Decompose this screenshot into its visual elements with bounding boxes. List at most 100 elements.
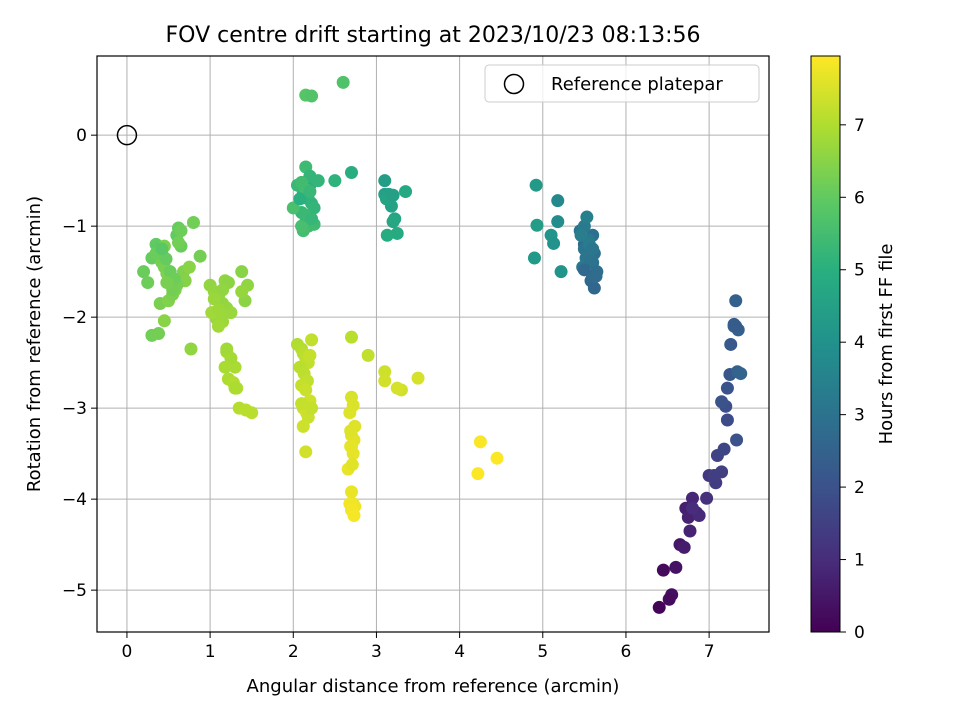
data-point [305,333,319,347]
legend-marker-icon [503,73,525,95]
data-point [529,178,543,192]
data-point [193,249,207,263]
data-point [386,188,400,202]
data-point [386,215,400,229]
data-point [295,175,309,189]
x-tick-label: 4 [454,642,465,662]
data-point [172,236,186,250]
data-point [235,285,249,299]
colorbar: 0 1 2 3 4 5 6 7 Hours from first FF file [810,55,897,643]
reference-platepar-marker [116,124,138,146]
chart-title: FOV centre drift starting at 2023/10/23 … [166,23,701,48]
colorbar-ticks: 0 1 2 3 4 5 6 7 [840,116,865,643]
data-point [652,600,666,614]
data-point [685,501,699,515]
data-point [174,224,188,238]
data-point [295,219,309,233]
colorbar-tick-label: 5 [854,261,865,281]
data-point [303,348,317,362]
data-point [345,458,359,472]
data-point [715,395,729,409]
x-tick-label: 0 [122,642,133,662]
data-point [547,236,561,250]
colorbar-tick-label: 3 [854,406,865,426]
data-point [669,560,683,574]
x-tick-label: 3 [371,642,382,662]
data-point [305,212,319,226]
x-tick-label: 6 [621,642,632,662]
data-point [228,381,242,395]
data-point [677,540,691,554]
data-point [157,314,171,328]
legend-box [484,64,760,103]
data-point [155,242,169,256]
data-point [685,491,699,505]
data-point [207,292,221,306]
data-point [390,226,404,240]
data-point [729,319,743,333]
data-point [141,276,155,290]
y-tick-label: −4 [62,490,87,510]
data-point [344,485,358,499]
x-tick-label: 5 [537,642,548,662]
data-point [299,383,313,397]
data-point [724,337,738,351]
data-point [577,263,591,277]
data-point [344,165,358,179]
data-point [218,360,232,374]
plot-frame [96,55,770,633]
colorbar-tick-label: 1 [854,551,865,571]
colorbar-tick-label: 7 [854,116,865,136]
data-point [380,228,394,242]
data-point [159,252,173,266]
x-tick-label: 7 [704,642,715,662]
data-point [683,524,697,538]
data-point [527,251,541,265]
data-point [299,445,313,459]
data-point [344,439,358,453]
data-point [224,306,238,320]
data-point [584,254,598,268]
data-point [295,397,309,411]
legend: Reference platepar [484,64,760,103]
data-points [137,75,748,614]
data-point [554,265,568,279]
data-point [700,491,714,505]
data-point [720,381,734,395]
colorbar-tick-label: 0 [854,623,865,643]
data-point [490,451,504,465]
reference-marker [116,124,138,146]
data-point [303,185,317,199]
y-tick-label: −1 [62,217,87,237]
colorbar-tick-label: 4 [854,333,865,353]
data-point [390,381,404,395]
y-tick-label: −3 [62,399,87,419]
data-point [378,174,392,188]
data-point [245,406,259,420]
y-axis-label: Rotation from reference (arcmin) [24,196,45,492]
data-point [216,283,230,297]
data-point [305,401,319,415]
data-point [587,281,601,295]
data-point [399,185,413,199]
data-point [378,365,392,379]
data-point [235,265,249,279]
data-point [343,406,357,420]
data-point [361,348,375,362]
data-point [160,276,174,290]
data-point [137,265,151,279]
data-point [473,435,487,449]
data-point [720,413,734,427]
colorbar-tick-label: 6 [854,188,865,208]
data-point [286,201,300,215]
x-tick-label: 2 [288,642,299,662]
data-point [656,563,670,577]
legend-label: Reference platepar [551,74,723,95]
data-point [344,330,358,344]
data-point [734,367,748,381]
data-point [184,342,198,356]
data-point [296,419,310,433]
data-point [574,228,588,242]
grid-lines [97,56,769,632]
